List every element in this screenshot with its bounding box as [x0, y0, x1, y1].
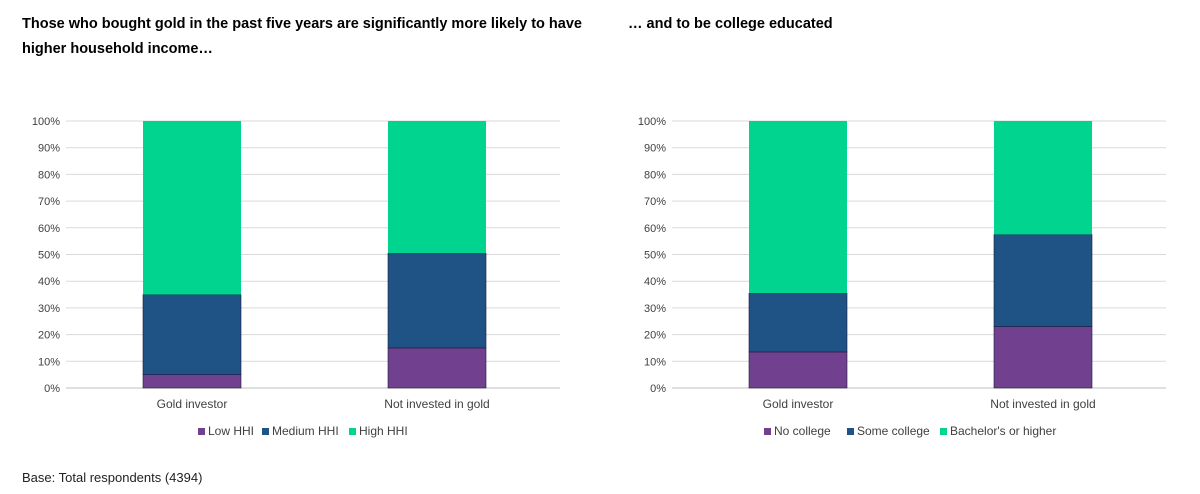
legend-swatch: [349, 428, 356, 435]
y-tick-label: 50%: [38, 250, 60, 262]
x-category-label: Gold investor: [157, 397, 228, 411]
chart-title-income: Those who bought gold in the past five y…: [22, 16, 582, 57]
y-tick-label: 0%: [44, 383, 60, 395]
y-tick-label: 10%: [38, 356, 60, 368]
y-tick-label: 30%: [644, 303, 666, 315]
bar-segment-high-hhi: [143, 121, 241, 295]
y-tick-label: 10%: [644, 356, 666, 368]
bar-segment-bachelor-s-or-higher: [994, 121, 1092, 235]
y-tick-label: 50%: [644, 250, 666, 262]
bar-segment-some-college: [748, 292, 848, 353]
y-tick-label: 70%: [644, 196, 666, 208]
legend-swatch: [940, 428, 947, 435]
bar-segment-low-hhi: [142, 374, 242, 389]
y-tick-label: 40%: [38, 276, 60, 288]
y-tick-label: 20%: [644, 330, 666, 342]
x-category-label: Not invested in gold: [384, 397, 489, 411]
x-category-label: Not invested in gold: [990, 397, 1095, 411]
bar-segment-high-hhi: [388, 121, 486, 254]
bar-segment-bachelor-s-or-higher: [749, 121, 847, 294]
y-tick-label: 80%: [38, 169, 60, 181]
y-tick-label: 20%: [38, 330, 60, 342]
x-category-label: Gold investor: [763, 397, 834, 411]
bar-segment-some-college: [993, 234, 1093, 327]
y-tick-label: 60%: [644, 223, 666, 235]
bar-segment-no-college: [748, 351, 848, 389]
legend-label: Bachelor's or higher: [950, 424, 1056, 438]
bar-segment-medium-hhi: [142, 294, 242, 375]
legend-label: Some college: [857, 424, 930, 438]
legend-label: High HHI: [359, 424, 408, 438]
y-tick-label: 0%: [650, 383, 666, 395]
legend-swatch: [198, 428, 205, 435]
bar-segment-low-hhi: [387, 347, 487, 389]
legend-label: No college: [774, 424, 831, 438]
y-tick-label: 90%: [644, 143, 666, 155]
y-tick-label: 100%: [638, 116, 666, 128]
y-tick-label: 70%: [38, 196, 60, 208]
footnote: Base: Total respondents (4394): [22, 470, 203, 485]
legend-label: Low HHI: [208, 424, 254, 438]
legend-swatch: [262, 428, 269, 435]
y-tick-label: 90%: [38, 143, 60, 155]
y-tick-label: 60%: [38, 223, 60, 235]
y-tick-label: 40%: [644, 276, 666, 288]
income-stacked-bar-chart: 0% 10% 20% 30% 40% 50% 60% 70% 80% 90% 100% Gold in…: [32, 116, 560, 438]
legend-swatch: [764, 428, 771, 435]
education-stacked-bar-chart: 0% 10% 20% 30% 40% 50% 60% 70% 80% 90% 100% Gold in…: [638, 116, 1166, 438]
bar-segment-no-college: [993, 326, 1093, 389]
legend-swatch: [847, 428, 854, 435]
legend-label: Medium HHI: [272, 424, 339, 438]
chart-title-education: … and to be college educated: [628, 16, 833, 32]
bar-segment-medium-hhi: [387, 252, 487, 349]
y-tick-label: 100%: [32, 116, 60, 128]
y-tick-label: 30%: [38, 303, 60, 315]
y-tick-label: 80%: [644, 169, 666, 181]
